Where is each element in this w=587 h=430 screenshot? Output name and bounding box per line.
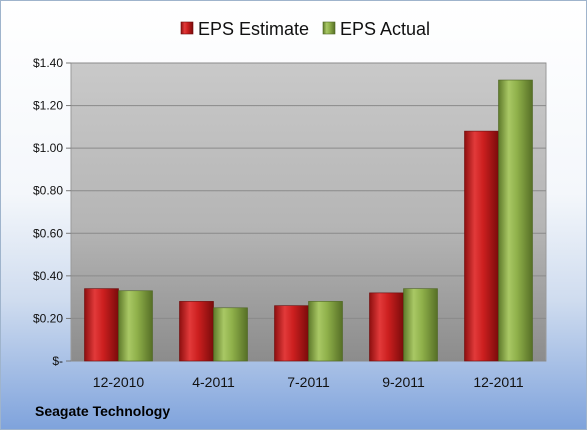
y-tick-label: $1.40 — [33, 56, 63, 70]
y-axis: $- $0.20 $0.40 $0.60 $0.80 $1.00 $1.20 $1.40 — [33, 56, 71, 368]
x-tick-label: 7-2011 — [287, 374, 330, 390]
y-tick-label: $1.00 — [33, 141, 63, 155]
x-tick-label: 12-2010 — [93, 374, 145, 390]
y-tick-label: $0.40 — [33, 269, 63, 283]
legend-swatch — [180, 21, 194, 35]
y-tick-label: $0.60 — [33, 226, 63, 240]
actual-bar — [498, 79, 533, 362]
y-tick-label: $0.20 — [33, 311, 63, 325]
legend-swatch — [322, 21, 336, 35]
legend-label: EPS Estimate — [198, 19, 309, 39]
x-tick-label: 9-2011 — [382, 374, 425, 390]
y-tick-label: $0.80 — [33, 184, 63, 198]
estimate-bar — [369, 292, 404, 362]
company-name: Seagate Technology — [35, 403, 171, 419]
actual-bar — [308, 301, 343, 362]
actual-bar — [213, 307, 248, 362]
legend-label: EPS Actual — [340, 19, 430, 39]
y-tick-label: $- — [52, 354, 63, 368]
bars — [84, 79, 533, 362]
legend: EPS Estimate EPS Actual — [180, 19, 430, 39]
actual-bar — [403, 288, 438, 362]
estimate-bar — [274, 305, 309, 362]
actual-bar — [118, 290, 153, 362]
estimate-bar — [179, 301, 214, 362]
x-axis: 12-2010 4-2011 7-2011 9-2011 12-2011 — [93, 374, 524, 390]
y-tick-label: $1.20 — [33, 99, 63, 113]
estimate-bar — [464, 130, 499, 362]
x-tick-label: 12-2011 — [473, 374, 524, 390]
estimate-bar — [84, 288, 119, 362]
x-tick-label: 4-2011 — [192, 374, 235, 390]
